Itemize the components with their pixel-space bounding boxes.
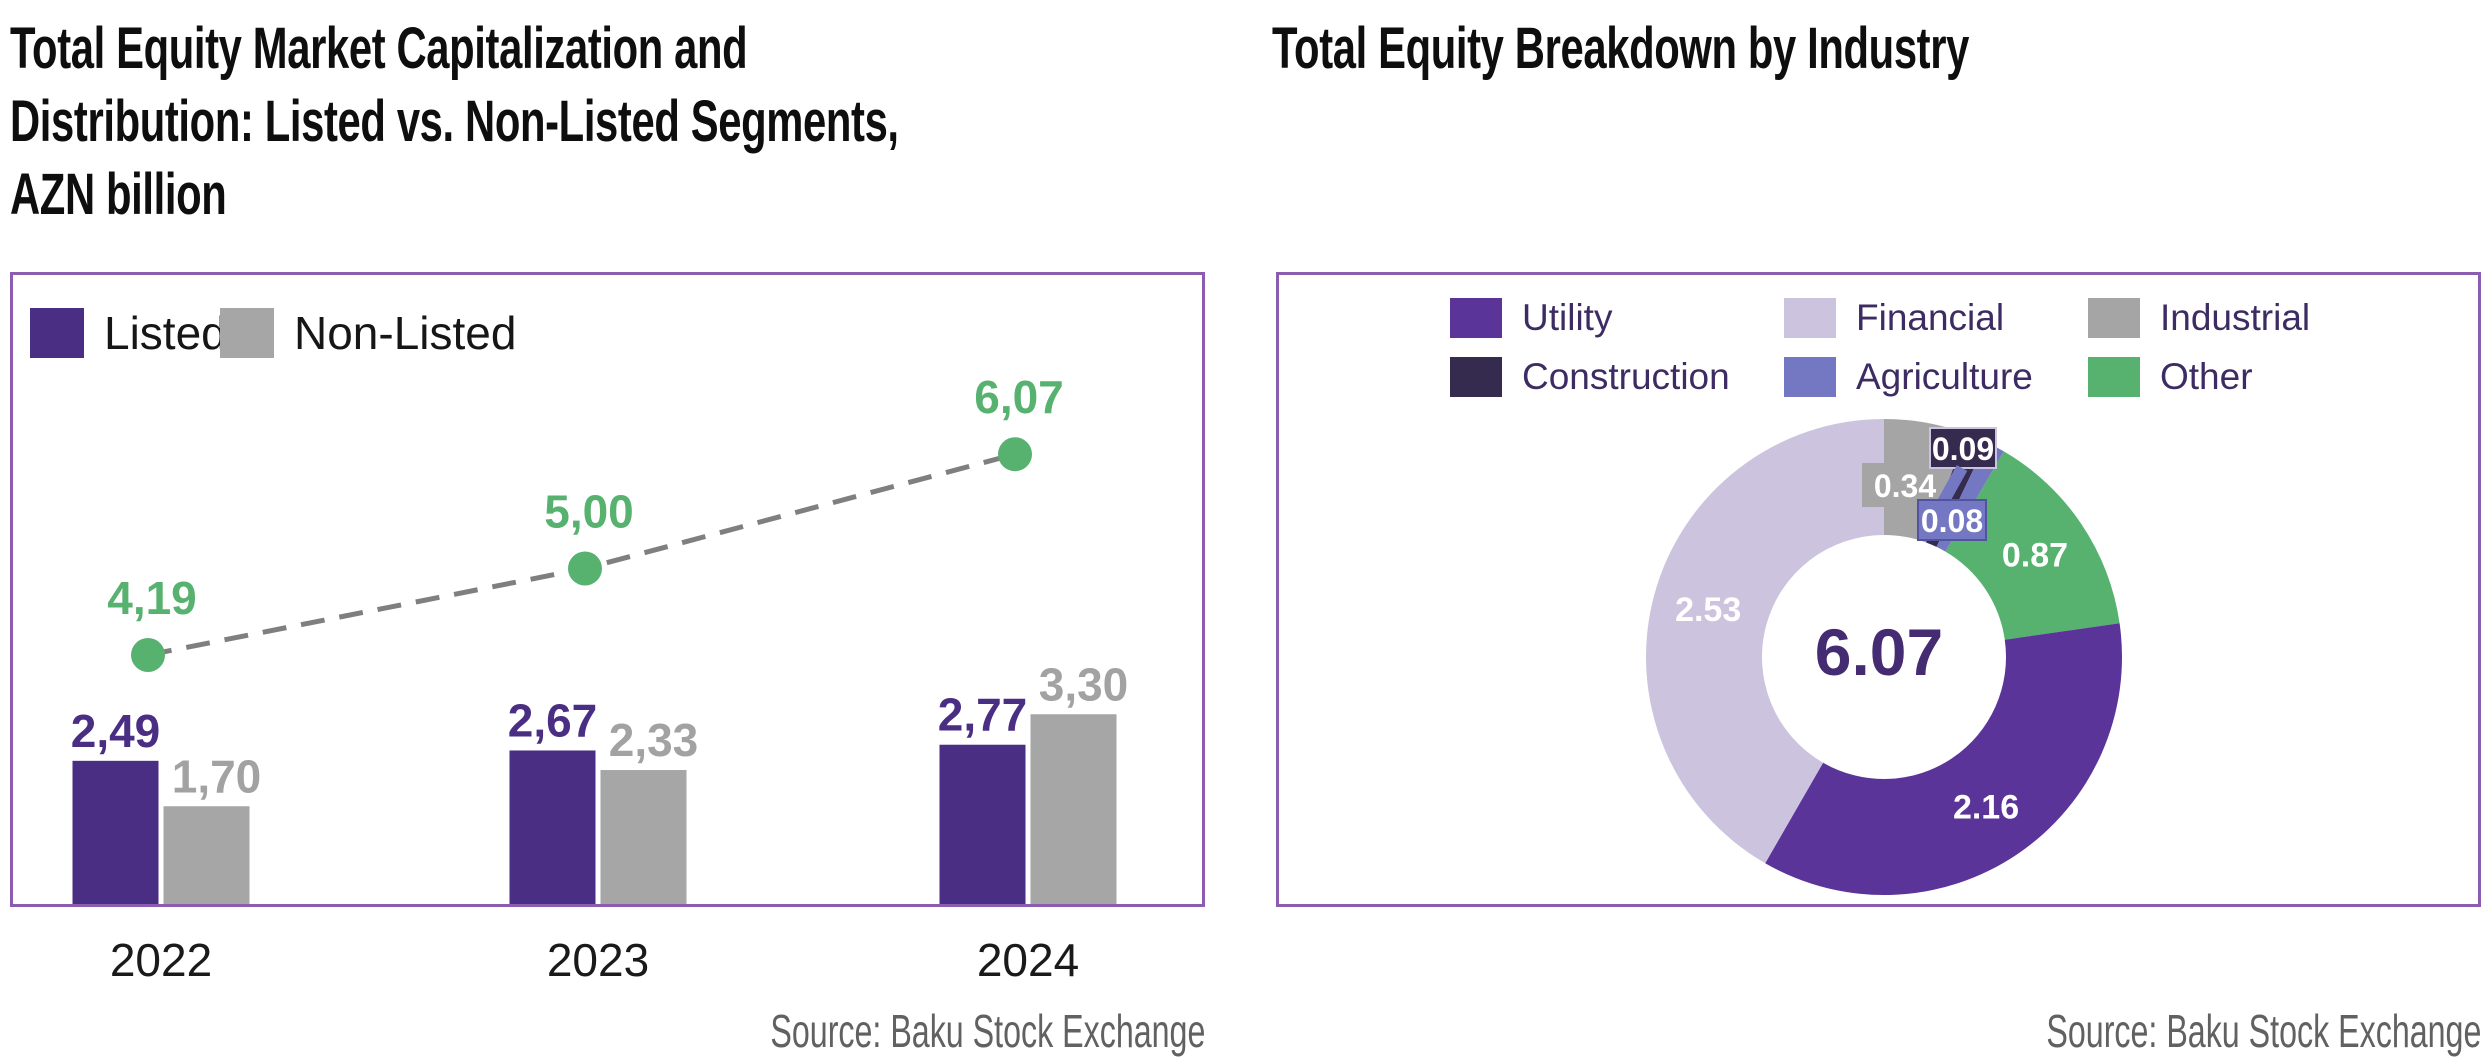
right-source-caption: Source: Baku Stock Exchange <box>2046 1005 2481 1057</box>
x-axis-label-2022: 2022 <box>110 934 212 986</box>
legend-item-label: Listed <box>104 307 227 359</box>
right-chart-frame <box>1276 272 2481 907</box>
bar-listed-2023 <box>509 750 596 904</box>
right-chart-title: Total Equity Breakdown by Industry <box>1272 16 1969 81</box>
legend-item-listed: Listed <box>30 306 227 360</box>
left-chart-title: Total Equity Market Capitalization and D… <box>10 16 899 227</box>
legend-item-label: Industrial <box>2160 297 2311 338</box>
legend-item-non-listed: Non-Listed <box>220 306 516 360</box>
legend-item-industrial: Industrial <box>2088 297 2310 339</box>
x-axis-label-2023: 2023 <box>547 934 649 986</box>
donut-chart-svg: 0.87 2.16 2.53 0.340.09 0.08 6.07 <box>1646 419 2122 896</box>
total-point-2023 <box>568 551 602 586</box>
callout-label-industrial: 0.34 <box>1874 468 1936 504</box>
legend-item-label: Construction <box>1522 356 1730 397</box>
industrial-legend-swatch <box>2088 298 2140 338</box>
donut-segment-label-financial: 2.53 <box>1675 591 1741 629</box>
financial-legend-swatch <box>1784 298 1836 338</box>
donut-segment-label-other: 0.87 <box>2002 536 2068 574</box>
legend-item-agriculture: Agriculture <box>1784 356 2033 398</box>
bar-non-listed-2024 <box>1030 714 1117 904</box>
other-legend-swatch <box>2088 357 2140 397</box>
legend-item-label: Agriculture <box>1856 356 2033 397</box>
bar-non-listed-2023 <box>600 770 687 904</box>
bar-value-label: 2,49 <box>71 705 161 757</box>
left-source-caption: Source: Baku Stock Exchange <box>770 1005 1205 1057</box>
legend-item-label: Other <box>2160 356 2253 397</box>
bar-value-label: 1,70 <box>172 750 262 802</box>
callout-leader-agriculture <box>1936 465 1968 507</box>
callout-label-construction: 0.09 <box>1932 431 1994 467</box>
donut-center-total: 6.07 <box>1815 615 1943 689</box>
right-chart-legend: Utility Financial Industrial Construction Ag… <box>1276 272 2481 422</box>
legend-item-label: Utility <box>1522 297 1613 338</box>
listed-legend-swatch <box>30 308 84 358</box>
legend-item-utility: Utility <box>1450 297 1612 339</box>
bar-value-label: 2,67 <box>508 694 598 746</box>
donut-segment-financial <box>1646 419 1884 864</box>
bar-listed-2022 <box>72 760 159 904</box>
donut-segment-utility <box>1765 623 2122 896</box>
total-value-label: 5,00 <box>544 485 634 537</box>
bar-value-label: 2,77 <box>938 689 1028 741</box>
donut-segment-label-utility: 2.16 <box>1953 789 2019 827</box>
bar-listed-2024 <box>939 744 1026 904</box>
x-axis-label-2024: 2024 <box>977 934 1079 986</box>
legend-item-label: Financial <box>1856 297 2005 338</box>
legend-item-other: Other <box>2088 356 2253 398</box>
bar-line-chart-svg: 2,491,70 2022 2,67 2,33 2023 2,773,30 2024 4,19… <box>71 371 1129 986</box>
legend-item-financial: Financial <box>1784 297 2004 339</box>
agriculture-legend-swatch <box>1784 357 1836 397</box>
non-listed-legend-swatch <box>220 308 274 358</box>
total-value-label: 4,19 <box>107 572 197 624</box>
utility-legend-swatch <box>1450 298 1502 338</box>
donut-segment-other <box>1945 451 2120 640</box>
legend-item-label: Non-Listed <box>294 307 517 359</box>
callout-box-agriculture <box>1917 499 1987 541</box>
total-value-label: 6,07 <box>974 371 1064 423</box>
total-point-2022 <box>131 638 165 672</box>
bar-value-label: 2,33 <box>609 714 699 766</box>
construction-legend-swatch <box>1450 357 1502 397</box>
total-point-2024 <box>998 437 1032 472</box>
legend-item-construction: Construction <box>1450 356 1730 398</box>
callout-box-construction <box>1929 427 1997 469</box>
left-chart-legend: Listed Non-Listed <box>10 272 1205 402</box>
left-chart-frame <box>10 272 1205 907</box>
bar-non-listed-2022 <box>163 806 250 904</box>
callout-label-agriculture: 0.08 <box>1921 503 1983 539</box>
bar-value-label: 3,30 <box>1039 658 1129 710</box>
